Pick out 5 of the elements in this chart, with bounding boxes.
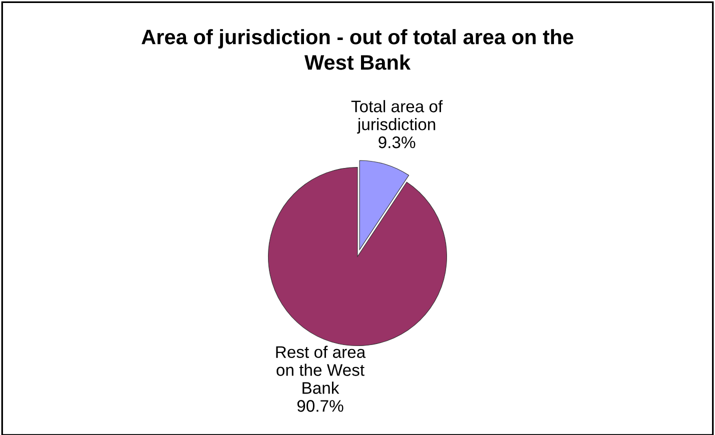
data-label: 90.7% <box>297 400 344 412</box>
slice-label: Rest of area on the West Bank <box>276 346 366 394</box>
slice-label: Total area of jurisdiction <box>351 100 443 134</box>
data-label: 9.3% <box>378 136 416 148</box>
chart-title: Area of jurisdiction - out of total area on the West Bank <box>142 29 574 70</box>
